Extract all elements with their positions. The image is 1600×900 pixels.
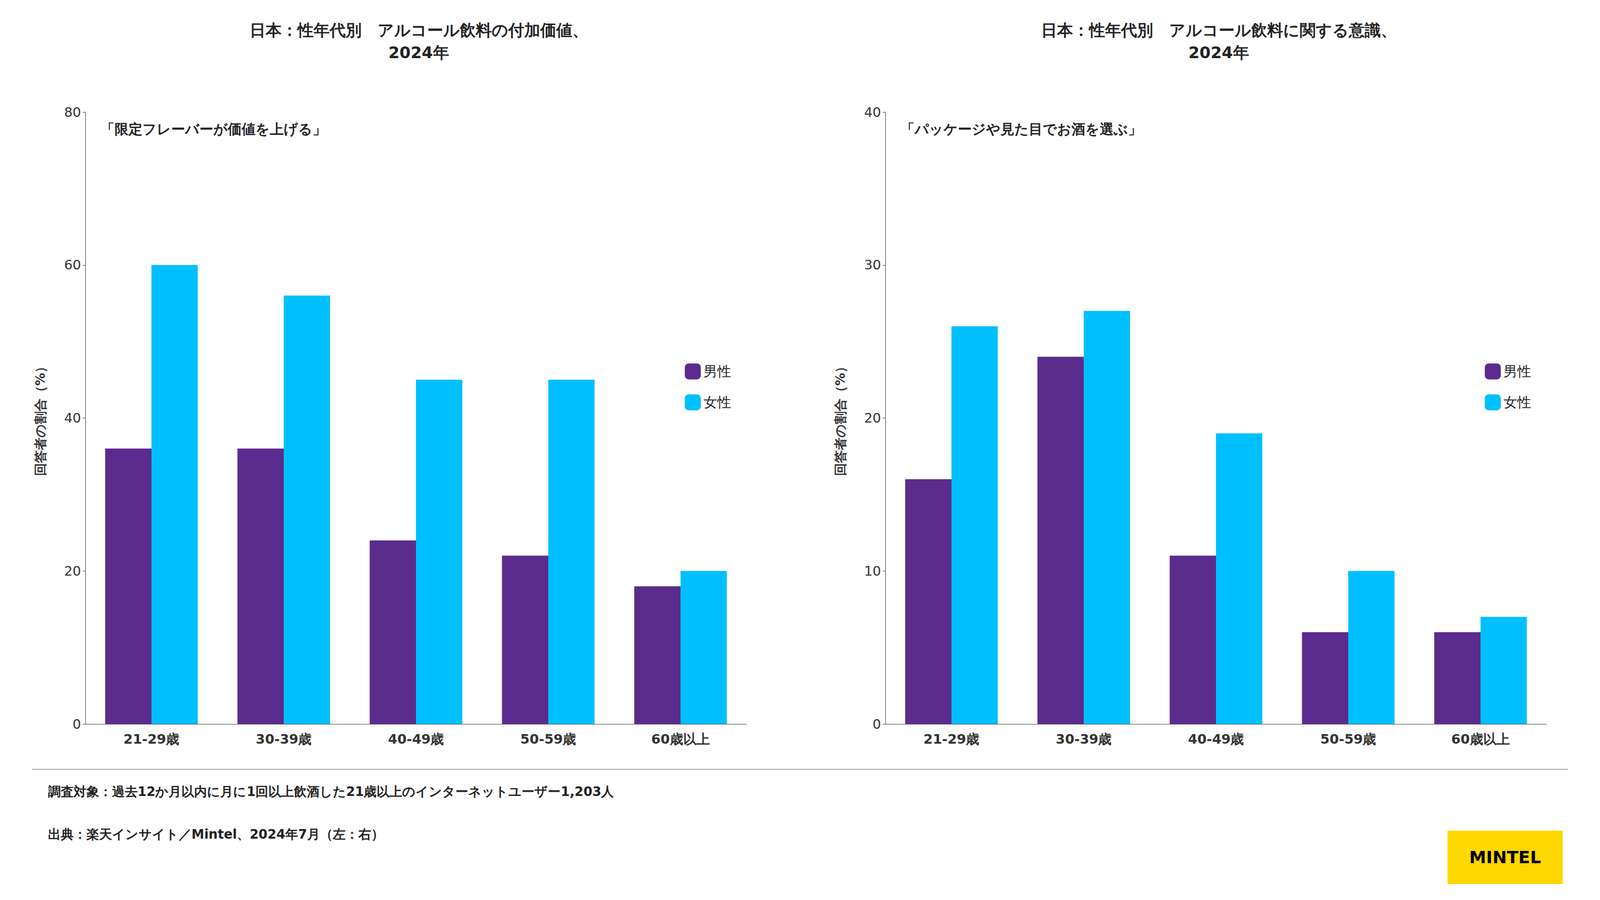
svg-text:男性: 男性 <box>703 363 732 380</box>
svg-text:50-59歳: 50-59歳 <box>520 731 577 747</box>
svg-text:40: 40 <box>864 104 882 120</box>
svg-text:女性: 女性 <box>703 394 732 411</box>
svg-text:21-29歳: 21-29歳 <box>923 731 980 747</box>
svg-text:回答者の割合（%）: 回答者の割合（%） <box>33 360 48 476</box>
svg-text:30-39歳: 30-39歳 <box>1056 731 1112 747</box>
svg-text:日本：性年代別 アルコール飲料の付加価値、: 日本：性年代別 アルコール飲料の付加価値、 <box>249 20 589 40</box>
svg-text:20: 20 <box>864 410 882 426</box>
svg-text:男性: 男性 <box>1503 363 1532 380</box>
svg-text:40-49歳: 40-49歳 <box>1188 731 1245 747</box>
svg-text:0: 0 <box>72 716 82 732</box>
svg-text:0: 0 <box>872 716 882 732</box>
svg-text:日本：性年代別 アルコール飲料に関する意識、: 日本：性年代別 アルコール飲料に関する意識、 <box>1041 20 1397 40</box>
svg-text:40: 40 <box>64 410 82 426</box>
svg-text:30: 30 <box>864 257 882 273</box>
svg-text:50-59歳: 50-59歳 <box>1320 731 1377 747</box>
svg-text:60: 60 <box>64 257 82 273</box>
svg-text:回答者の割合（%）: 回答者の割合（%） <box>833 360 848 476</box>
svg-text:40-49歳: 40-49歳 <box>388 731 445 747</box>
svg-text:出典：楽天インサイト／Mintel、2024年7月（左：右）: 出典：楽天インサイト／Mintel、2024年7月（左：右） <box>48 826 384 842</box>
svg-text:2024年: 2024年 <box>388 43 450 62</box>
svg-text:60歳以上: 60歳以上 <box>1451 731 1510 747</box>
svg-text:60歳以上: 60歳以上 <box>651 731 710 747</box>
svg-text:80: 80 <box>64 104 82 120</box>
svg-text:30-39歳: 30-39歳 <box>256 731 312 747</box>
svg-text:「限定フレーバーが価値を上げる」: 「限定フレーバーが価値を上げる」 <box>100 121 327 138</box>
svg-text:調査対象：過去12か月以内に月に1回以上飲酒した21歳以上の: 調査対象：過去12か月以内に月に1回以上飲酒した21歳以上のインターネットユーザ… <box>48 784 615 799</box>
svg-text:MINTEL: MINTEL <box>1469 846 1542 868</box>
svg-text:10: 10 <box>864 563 882 579</box>
svg-text:20: 20 <box>64 563 82 579</box>
svg-text:21-29歳: 21-29歳 <box>123 731 180 747</box>
svg-text:女性: 女性 <box>1503 394 1532 411</box>
svg-text:2024年: 2024年 <box>1188 43 1250 62</box>
svg-text:「パッケージや見た目でお酒を選ぶ」: 「パッケージや見た目でお酒を選ぶ」 <box>900 121 1142 138</box>
